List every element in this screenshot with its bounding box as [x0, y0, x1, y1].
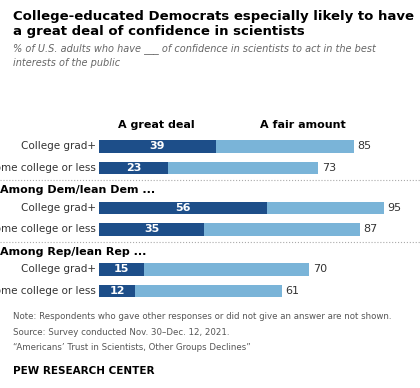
Text: 85: 85 — [357, 141, 372, 151]
Text: 56: 56 — [175, 203, 191, 213]
Text: 95: 95 — [388, 203, 402, 213]
Text: College grad+: College grad+ — [21, 141, 96, 151]
Text: Some college or less: Some college or less — [0, 163, 96, 173]
Text: Note: Respondents who gave other responses or did not give an answer are not sho: Note: Respondents who gave other respons… — [13, 312, 391, 321]
Text: a great deal of confidence in scientists: a great deal of confidence in scientists — [13, 25, 304, 38]
Bar — [99, 140, 354, 152]
Bar — [99, 263, 309, 276]
Text: % of U.S. adults who have ___ of confidence in scientists to act in the best
int: % of U.S. adults who have ___ of confide… — [13, 43, 375, 68]
Text: College-educated Democrats especially likely to have: College-educated Democrats especially li… — [13, 10, 414, 23]
Bar — [99, 263, 144, 276]
Text: Some college or less: Some college or less — [0, 225, 96, 234]
Text: 39: 39 — [150, 141, 165, 151]
Text: 87: 87 — [364, 225, 378, 234]
Bar — [99, 201, 384, 214]
Text: Source: Survey conducted Nov. 30–Dec. 12, 2021.: Source: Survey conducted Nov. 30–Dec. 12… — [13, 328, 229, 337]
Bar — [99, 223, 204, 236]
Text: College grad+: College grad+ — [21, 203, 96, 213]
Text: 35: 35 — [144, 225, 159, 234]
Text: 23: 23 — [126, 163, 141, 173]
Text: Among Rep/lean Rep ...: Among Rep/lean Rep ... — [0, 247, 147, 257]
Text: “Americans’ Trust in Scientists, Other Groups Declines”: “Americans’ Trust in Scientists, Other G… — [13, 343, 250, 352]
Bar — [99, 223, 360, 236]
Bar — [99, 140, 216, 152]
Bar — [99, 162, 168, 174]
Bar — [99, 201, 267, 214]
Text: Some college or less: Some college or less — [0, 286, 96, 296]
Text: 61: 61 — [286, 286, 299, 296]
Text: A great deal: A great deal — [118, 120, 194, 130]
Text: 15: 15 — [114, 264, 129, 274]
Text: 12: 12 — [109, 286, 125, 296]
Text: College grad+: College grad+ — [21, 264, 96, 274]
Text: 73: 73 — [322, 163, 336, 173]
Bar — [99, 162, 318, 174]
Bar — [99, 285, 135, 297]
Text: A fair amount: A fair amount — [260, 120, 346, 130]
Text: 70: 70 — [312, 264, 327, 274]
Text: PEW RESEARCH CENTER: PEW RESEARCH CENTER — [13, 366, 154, 376]
Text: Among Dem/lean Dem ...: Among Dem/lean Dem ... — [0, 185, 155, 195]
Bar — [99, 285, 282, 297]
